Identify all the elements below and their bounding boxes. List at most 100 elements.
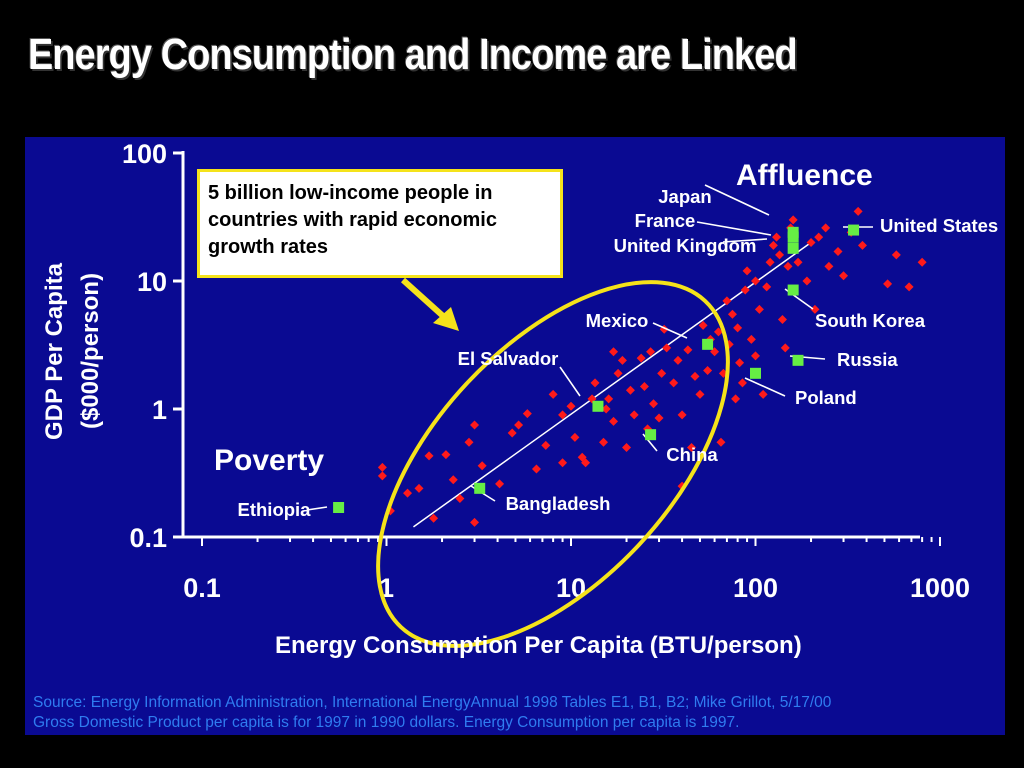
data-point <box>558 410 568 420</box>
data-point <box>609 416 619 426</box>
data-point <box>657 368 667 378</box>
data-point <box>703 365 713 375</box>
data-point <box>590 378 600 388</box>
highlight-marker <box>787 284 799 296</box>
highlight-marker <box>474 482 486 494</box>
data-point <box>613 368 623 378</box>
trend-line <box>413 241 812 528</box>
data-point <box>917 257 927 267</box>
data-point <box>713 327 723 337</box>
data-point <box>754 304 764 314</box>
country-label: United States <box>880 215 998 236</box>
y-tick-label: 0.1 <box>129 523 167 553</box>
country-label: China <box>666 444 718 465</box>
x-tick-label: 1000 <box>910 573 970 603</box>
data-point <box>762 282 772 292</box>
data-point <box>558 458 568 468</box>
leader-lines <box>306 184 873 511</box>
data-point <box>566 401 576 411</box>
leader-line <box>559 366 581 397</box>
leader-line <box>696 221 772 236</box>
trendline-group <box>413 241 812 528</box>
data-point <box>687 443 697 453</box>
data-point <box>772 232 782 242</box>
annotation-affluence: Affluence <box>736 159 873 192</box>
highlight-marker <box>592 400 604 412</box>
data-point <box>824 261 834 271</box>
data-point <box>839 271 849 281</box>
highlight-marker <box>787 242 799 254</box>
chart-panel: 0.1 1 10 100 0.1 1 10 100 1000 Affluence Poverty… <box>25 137 1005 735</box>
data-point <box>654 413 664 423</box>
data-point <box>441 450 451 460</box>
data-point <box>758 389 768 399</box>
y-tick-label: 100 <box>122 139 167 169</box>
data-point <box>806 237 816 247</box>
data-point <box>470 420 480 430</box>
data-point <box>802 276 812 286</box>
data-point <box>531 464 541 474</box>
data-point <box>695 389 705 399</box>
data-point <box>662 343 672 353</box>
data-point <box>857 240 867 250</box>
data-point <box>716 437 726 447</box>
ellipse-group <box>376 280 730 648</box>
country-label: Russia <box>837 349 898 370</box>
data-point <box>891 250 901 260</box>
data-point <box>601 404 611 414</box>
country-label: South Korea <box>815 310 926 331</box>
data-point <box>622 443 632 453</box>
x-tick-label: 100 <box>733 573 778 603</box>
data-point <box>904 282 914 292</box>
data-point <box>765 257 775 267</box>
data-point <box>514 420 524 430</box>
data-point <box>814 232 824 242</box>
data-point <box>541 440 551 450</box>
data-point <box>740 285 750 295</box>
leader-line <box>744 377 786 397</box>
data-point <box>470 517 480 527</box>
data-point <box>598 437 608 447</box>
highlight-marker <box>702 338 714 350</box>
data-point <box>522 409 532 419</box>
data-point <box>746 334 756 344</box>
data-point <box>751 351 760 361</box>
source-line-2: Gross Domestic Product per capita is for… <box>33 714 740 731</box>
slide-title: Energy Consumption and Income are Linked <box>28 30 798 79</box>
data-point <box>455 493 465 503</box>
data-point <box>783 261 793 271</box>
country-label: Bangladesh <box>506 493 611 514</box>
data-point <box>414 483 424 493</box>
data-point <box>495 479 505 489</box>
data-point <box>731 394 741 404</box>
data-point <box>775 250 785 260</box>
data-point <box>788 215 798 225</box>
data-point <box>570 432 580 442</box>
data-point <box>793 257 803 267</box>
data-point <box>448 475 458 485</box>
data-point <box>548 389 558 399</box>
country-label: France <box>635 210 696 231</box>
y-tick-label: 10 <box>137 267 167 297</box>
data-point <box>639 381 649 391</box>
y-tick-label: 1 <box>152 395 167 425</box>
highlighted-points <box>333 224 860 514</box>
data-point <box>690 371 700 381</box>
data-point <box>377 462 387 472</box>
country-label: El Salvador <box>458 348 559 369</box>
data-point <box>727 309 737 319</box>
callout-box: 5 billion low-income people in countries… <box>197 169 563 278</box>
x-tick-label: 10 <box>556 573 586 603</box>
data-point <box>751 276 760 286</box>
source-line-1: Source: Energy Information Administratio… <box>33 694 832 711</box>
country-label: Poland <box>795 387 857 408</box>
leader-line <box>722 238 768 243</box>
data-point <box>677 410 687 420</box>
data-point <box>581 458 591 468</box>
data-point <box>646 347 656 357</box>
highlight-marker <box>787 231 799 243</box>
data-point <box>609 347 619 357</box>
data-point <box>853 206 863 216</box>
leader-line <box>704 184 770 216</box>
